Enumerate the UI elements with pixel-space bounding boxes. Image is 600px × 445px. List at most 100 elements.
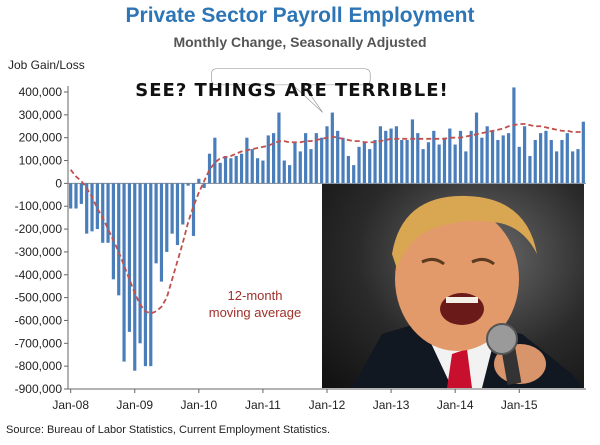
bar <box>85 183 89 234</box>
y-tick-label: 400,000 <box>19 85 63 99</box>
speech-bubble <box>211 68 371 113</box>
chart-title: Private Sector Payroll Employment <box>125 4 475 27</box>
bar <box>250 149 254 184</box>
y-tick-label: -300,000 <box>15 245 63 259</box>
bar <box>490 130 495 184</box>
bar <box>320 137 324 184</box>
bar <box>517 146 521 184</box>
bar <box>501 135 505 184</box>
bar <box>272 133 276 184</box>
bar <box>555 151 559 184</box>
bar <box>496 139 500 184</box>
y-tick-label: -600,000 <box>15 313 63 327</box>
bar <box>506 133 511 184</box>
speaker-photo-illustration <box>352 195 584 388</box>
bar <box>378 126 382 184</box>
bar <box>74 183 78 209</box>
bar <box>522 126 527 184</box>
x-tick-label: Jan-08 <box>52 398 89 412</box>
bar <box>101 183 105 243</box>
x-tick-label: Jan-12 <box>309 398 346 412</box>
x-tick-label: Jan-15 <box>501 398 538 412</box>
bar <box>239 153 244 184</box>
bar <box>469 130 473 184</box>
bar <box>282 160 286 184</box>
bar <box>309 149 313 184</box>
bar <box>234 155 238 184</box>
bar <box>261 160 265 184</box>
bar <box>202 183 206 188</box>
bar <box>314 133 318 184</box>
y-tick-label: -500,000 <box>15 291 63 305</box>
bar <box>512 87 516 184</box>
bar <box>255 158 260 184</box>
bar <box>159 183 164 282</box>
bar <box>581 121 585 184</box>
bar <box>175 183 180 246</box>
bar <box>117 183 121 296</box>
moving-average-annotation-line2: moving average <box>208 305 302 320</box>
moving-average-annotation: 12-month moving average <box>200 287 310 321</box>
y-tick-label: 0 <box>55 176 62 190</box>
x-tick-label: Jan-11 <box>245 398 281 412</box>
bar <box>464 151 468 184</box>
bar <box>127 183 132 332</box>
bar <box>400 139 404 184</box>
bar <box>266 135 270 184</box>
x-tick-label: Jan-10 <box>180 398 217 412</box>
bar <box>197 178 201 184</box>
bar <box>416 133 420 184</box>
bar <box>154 183 158 264</box>
x-tick-label: Jan-13 <box>373 398 410 412</box>
bar <box>357 146 361 184</box>
bar <box>432 130 436 184</box>
bar <box>576 149 580 184</box>
bar <box>95 183 99 230</box>
y-tick-label: -100,000 <box>15 199 63 213</box>
bar <box>298 151 302 184</box>
y-tick-label: -700,000 <box>15 336 63 350</box>
bar <box>186 183 190 186</box>
bar <box>453 144 457 184</box>
x-tick-label: Jan-09 <box>116 398 153 412</box>
bar <box>341 137 345 184</box>
y-tick-label: -400,000 <box>15 268 63 282</box>
moving-average-line <box>69 123 584 315</box>
bar <box>539 133 543 184</box>
bar <box>474 112 479 184</box>
bar <box>571 151 575 184</box>
bar <box>426 142 431 184</box>
bar <box>304 133 308 184</box>
bar <box>368 149 372 184</box>
bar <box>421 149 425 184</box>
bar <box>229 158 233 184</box>
bar <box>181 183 185 225</box>
bar <box>528 155 532 184</box>
bar <box>288 165 292 184</box>
bar <box>122 183 126 362</box>
bar <box>565 133 569 184</box>
bar <box>384 130 388 184</box>
bar <box>170 183 174 234</box>
y-tick-label: -900,000 <box>15 382 63 396</box>
bar <box>480 137 484 184</box>
bar <box>149 183 153 367</box>
bar <box>405 139 409 184</box>
bar <box>549 139 553 184</box>
speaker-photo <box>322 184 584 388</box>
bar <box>458 130 463 184</box>
bar <box>346 155 350 184</box>
bar <box>560 139 564 184</box>
bar <box>442 137 447 184</box>
bar <box>533 139 537 184</box>
bar <box>138 183 142 344</box>
bar <box>373 139 377 184</box>
y-tick-label: 300,000 <box>19 108 63 122</box>
bar <box>448 128 452 184</box>
bar <box>389 128 393 184</box>
chart-subtitle: Monthly Change, Seasonally Adjusted <box>173 34 427 50</box>
y-axis-label: Job Gain/Loss <box>8 58 85 72</box>
bar <box>223 155 228 184</box>
speech-bubble-text: SEE? THINGS ARE TERRIBLE! <box>135 80 449 101</box>
